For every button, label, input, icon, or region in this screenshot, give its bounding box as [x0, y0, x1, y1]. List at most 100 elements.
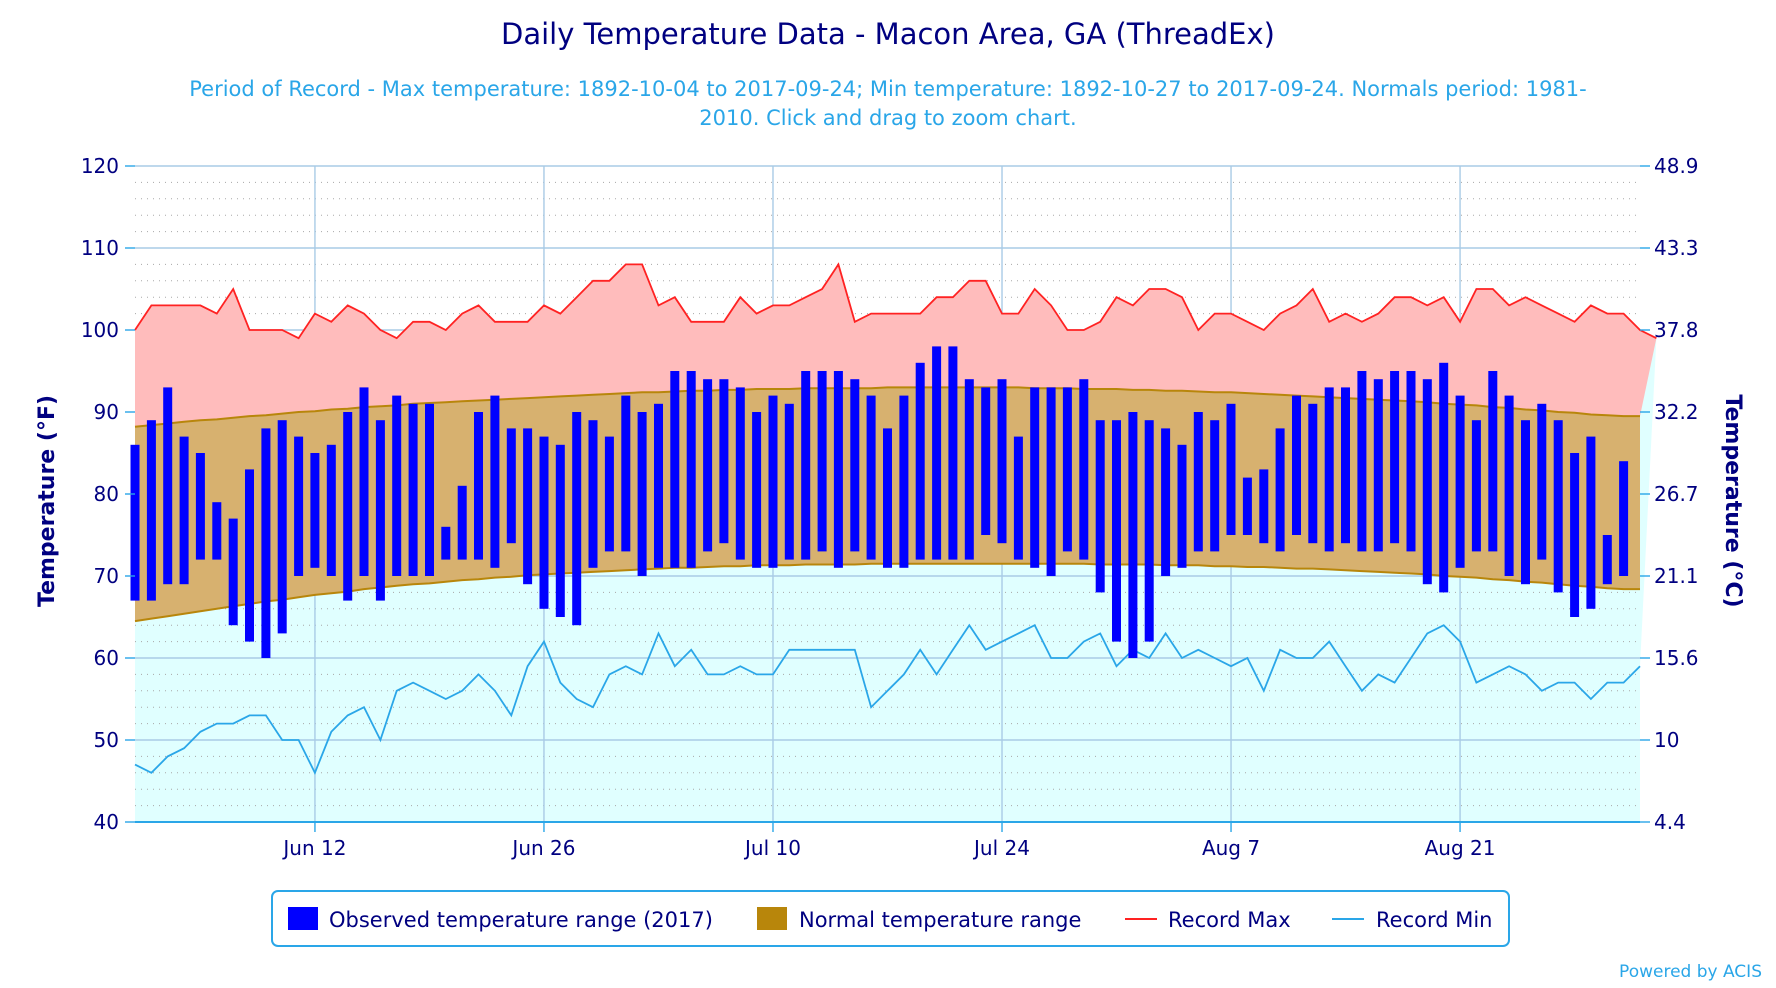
record-min-series — [134, 623, 1641, 776]
observed-bar — [670, 371, 680, 568]
observed-bar — [1112, 420, 1121, 642]
observed-bar — [1226, 403, 1236, 535]
legend: Observed temperature range (2017) Normal… — [271, 890, 1510, 947]
observed-bar — [833, 371, 843, 568]
observed-bar — [686, 371, 696, 568]
y-tick-label-right: 4.4 — [1654, 810, 1686, 834]
record-max-line — [134, 262, 1657, 340]
legend-box — [271, 890, 1510, 947]
observed-bar — [604, 436, 614, 552]
observed-bar — [572, 412, 582, 626]
y-tick-label-left: 100 — [81, 318, 119, 342]
observed-bar — [294, 436, 304, 576]
observed-bar — [506, 428, 516, 544]
record-min-line — [134, 623, 1641, 776]
x-tick-label: Aug 7 — [1202, 836, 1260, 860]
observed-bar — [1259, 469, 1269, 544]
y-tick-label-left: 70 — [94, 564, 119, 588]
observed-bar — [1553, 420, 1563, 593]
observed-bar — [719, 379, 729, 544]
observed-bar — [375, 420, 385, 601]
x-tick-label: Jun 26 — [510, 836, 575, 860]
chart-title: Daily Temperature Data - Macon Area, GA … — [501, 17, 1275, 51]
observed-bar — [735, 387, 745, 560]
observed-bar — [1602, 535, 1612, 585]
observed-bar — [1242, 477, 1252, 535]
legend-item-record-max[interactable]: Record Max — [1125, 908, 1291, 932]
legend-label-observed: Observed temperature range (2017) — [329, 908, 713, 932]
observed-bar — [784, 403, 794, 560]
legend-label-record-max: Record Max — [1168, 908, 1291, 932]
y-tick-label-right: 43.3 — [1654, 236, 1699, 260]
observed-bar — [1455, 395, 1465, 568]
record-max-area — [135, 264, 1657, 427]
observed-bar — [1586, 436, 1596, 609]
observed-bar — [1046, 387, 1056, 576]
observed-bar — [1161, 428, 1171, 576]
observed-bar — [654, 403, 663, 568]
observed-bar — [228, 518, 238, 626]
normal-high-line — [134, 386, 1640, 428]
y-axis-label-right: Temperature (°C) — [1720, 394, 1745, 607]
x-tick-label: Jul 10 — [743, 836, 801, 860]
axes: 40 4.4 50 10 60 15.6 70 21.1 80 26.7 90 32.2 100 37.8… — [81, 154, 1699, 860]
chart-subtitle-line-2: 2010. Click and drag to zoom chart. — [699, 106, 1076, 130]
y-tick-label-left: 80 — [94, 482, 119, 506]
observed-bar — [866, 395, 876, 560]
observed-bar — [1030, 387, 1040, 568]
observed-bar — [588, 420, 598, 568]
observed-range-series — [130, 346, 1629, 658]
legend-swatch-observed — [288, 907, 318, 930]
legend-item-normal[interactable]: Normal temperature range — [757, 907, 1081, 932]
credit-link[interactable]: Powered by ACIS — [1619, 962, 1762, 982]
observed-bar — [1619, 461, 1629, 576]
observed-bar — [326, 444, 336, 576]
observed-bar — [1406, 371, 1416, 552]
y-tick-label-right: 15.6 — [1654, 646, 1699, 670]
y-tick-label-left: 90 — [94, 400, 119, 424]
observed-bar — [1537, 403, 1547, 560]
observed-bar — [408, 403, 418, 576]
observed-bar — [637, 412, 647, 576]
legend-item-record-min[interactable]: Record Min — [1332, 908, 1493, 932]
observed-bar — [1079, 379, 1089, 560]
observed-bar — [1128, 412, 1138, 658]
observed-bar — [425, 403, 434, 576]
observed-bar — [1275, 428, 1285, 552]
observed-bar — [1292, 395, 1301, 535]
observed-bar — [1193, 412, 1203, 552]
observed-bar — [801, 371, 811, 560]
observed-bar — [490, 395, 500, 568]
x-tick-label: Jun 12 — [281, 836, 346, 860]
observed-bar — [261, 428, 271, 658]
observed-bar — [163, 387, 173, 585]
observed-bar — [245, 469, 254, 642]
y-tick-label-left: 110 — [81, 236, 119, 260]
y-axis-label-left: Temperature (°F) — [35, 395, 60, 607]
observed-bar — [883, 428, 892, 568]
observed-bar — [1471, 420, 1481, 552]
observed-bar — [1095, 420, 1105, 593]
observed-bar — [1013, 436, 1023, 560]
observed-bar — [964, 379, 974, 560]
observed-bar — [1521, 420, 1530, 585]
observed-bar — [195, 453, 205, 560]
legend-label-record-min: Record Min — [1376, 908, 1493, 932]
observed-bar — [277, 420, 287, 634]
observed-bar — [146, 420, 156, 601]
observed-bar — [1570, 453, 1580, 617]
observed-bar — [359, 387, 369, 576]
observed-bar — [621, 395, 631, 552]
observed-bar — [1488, 371, 1498, 552]
observed-bar — [850, 379, 860, 552]
observed-bar — [539, 436, 549, 609]
legend-swatch-normal — [757, 907, 787, 930]
legend-item-observed[interactable]: Observed temperature range (2017) — [288, 907, 713, 932]
observed-bar — [899, 395, 909, 568]
observed-bar — [1373, 379, 1383, 552]
y-tick-label-left: 40 — [94, 810, 119, 834]
observed-bar — [1324, 387, 1334, 552]
observed-bar — [1504, 395, 1514, 576]
